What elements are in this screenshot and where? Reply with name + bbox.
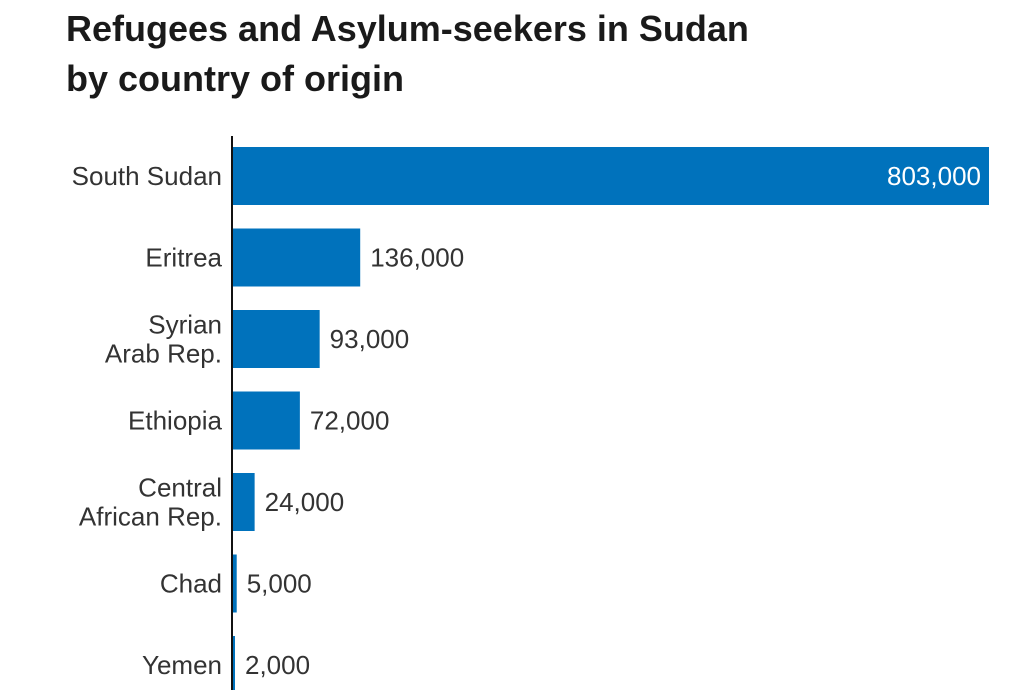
value-label: 136,000 [370,243,464,273]
value-label: 5,000 [247,569,312,599]
bar [232,228,361,287]
category-label: Central African Rep. [79,473,222,532]
value-label: 2,000 [245,650,310,680]
bar [232,147,989,205]
bar [232,310,320,368]
value-label: 72,000 [310,406,390,436]
bar [232,636,235,690]
bar [232,554,237,613]
value-label: 93,000 [330,324,410,354]
category-label: Ethiopia [128,406,222,436]
value-label: 803,000 [887,161,981,191]
chart-title: Refugees and Asylum-seekers in Sudan by … [66,4,749,104]
category-label: Chad [160,569,222,599]
category-label: Eritrea [145,243,222,273]
chart-title-line-1: Refugees and Asylum-seekers in Sudan [66,8,749,49]
category-label: Syrian Arab Rep. [105,310,222,369]
category-label: Yemen [142,650,222,680]
value-label: 24,000 [265,487,345,517]
bar [232,391,300,450]
chart-title-line-2: by country of origin [66,58,404,99]
bar [232,473,255,531]
category-label: South Sudan [72,161,222,191]
